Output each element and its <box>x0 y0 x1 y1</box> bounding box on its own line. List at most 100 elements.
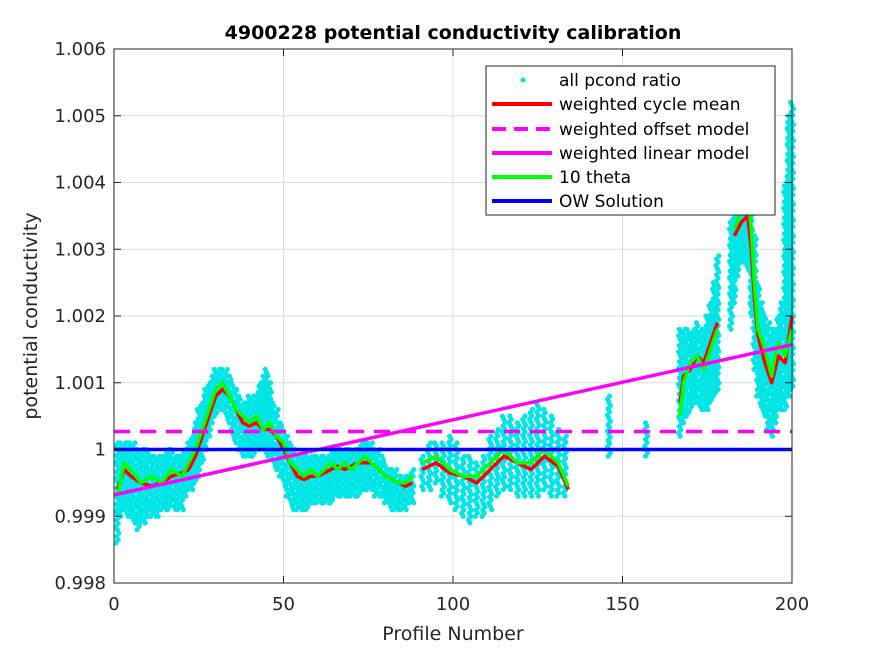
x-tick-label: 100 <box>436 594 470 615</box>
pcond-ratio-point <box>735 273 741 279</box>
pcond-ratio-point <box>710 393 716 399</box>
pcond-ratio-point <box>522 493 528 499</box>
y-tick-label: 1.003 <box>54 239 106 260</box>
legend-label-weighted-offset-model: weighted offset model <box>559 120 749 140</box>
pcond-ratio-point <box>347 493 353 499</box>
pcond-ratio-point <box>769 433 776 439</box>
y-tick-label: 1.004 <box>54 173 106 194</box>
pcond-ratio-point <box>773 420 779 426</box>
pcond-ratio-point <box>354 493 360 499</box>
pcond-ratio-point <box>207 433 213 439</box>
pcond-ratio-point <box>293 507 299 513</box>
pcond-ratio-point <box>448 500 454 506</box>
y-tick-label: 1.006 <box>54 39 106 60</box>
pcond-ratio-point <box>391 507 397 513</box>
pcond-ratio-point <box>148 513 154 519</box>
y-tick-label: 1.001 <box>54 373 106 394</box>
pcond-ratio-point <box>180 507 186 513</box>
pcond-ratio-point <box>164 507 171 513</box>
pcond-ratio-point <box>158 507 164 513</box>
pcond-ratio-point <box>515 493 521 499</box>
pcond-ratio-point <box>155 513 161 519</box>
pcond-ratio-point <box>535 493 542 499</box>
pcond-ratio-point <box>371 493 377 499</box>
legend-label-weighted-linear-model: weighted linear model <box>559 144 749 164</box>
pcond-ratio-point <box>183 493 189 499</box>
y-tick-label: 0.998 <box>54 573 106 594</box>
pcond-ratio-point <box>167 500 173 506</box>
pcond-ratio-point <box>211 413 217 419</box>
pcond-ratio-point <box>120 507 127 513</box>
chart-title: 4900228 potential conductivity calibrati… <box>225 22 682 44</box>
pcond-ratio-point <box>320 500 327 506</box>
pcond-ratio-point <box>786 393 792 399</box>
y-tick-label: 1 <box>95 440 106 461</box>
pcond-ratio-point <box>479 513 485 519</box>
pcond-ratio-point <box>731 300 738 306</box>
pcond-ratio-point <box>605 453 611 459</box>
pcond-ratio-point <box>683 413 689 419</box>
pcond-ratio-point <box>642 453 649 459</box>
pcond-ratio-point <box>242 453 249 459</box>
pcond-ratio-point <box>500 487 506 493</box>
pcond-ratio-point <box>705 406 711 413</box>
legend-label-ow-solution: OW Solution <box>559 192 664 212</box>
pcond-ratio-point <box>687 406 693 413</box>
pcond-ratio-point <box>303 507 309 513</box>
x-axis-label: Profile Number <box>382 623 524 645</box>
pcond-ratio-point <box>489 507 495 513</box>
pcond-ratio-point <box>548 493 554 499</box>
pcond-ratio-point <box>493 493 499 499</box>
pcond-ratio-point <box>428 487 434 493</box>
pcond-ratio-point <box>715 386 721 392</box>
pcond-ratio-point <box>185 487 191 493</box>
pcond-ratio-point <box>728 326 734 332</box>
pcond-ratio-point <box>337 493 343 499</box>
x-tick-label: 150 <box>605 594 639 615</box>
x-tick-label: 50 <box>272 594 295 615</box>
pcond-ratio-point <box>529 493 535 499</box>
y-tick-label: 0.999 <box>54 506 106 527</box>
pcond-ratio-point <box>452 507 458 513</box>
legend-label-all-pcond-ratio: all pcond ratio <box>559 71 681 91</box>
pcond-ratio-point <box>175 507 181 513</box>
pcond-ratio-point <box>438 493 444 499</box>
pcond-ratio-point <box>127 513 133 519</box>
y-axis-label: potential conductivity <box>20 212 42 419</box>
pcond-ratio-point <box>381 500 388 506</box>
pcond-ratio-point <box>680 420 687 426</box>
pcond-ratio-point <box>706 400 712 406</box>
pcond-ratio-point <box>411 500 417 506</box>
pcond-ratio-point <box>781 406 788 413</box>
pcond-ratio-point <box>198 460 204 466</box>
pcond-ratio-point <box>432 480 438 486</box>
pcond-ratio-point <box>398 507 404 513</box>
pcond-ratio-point <box>554 493 560 499</box>
legend-swatch-all-pcond-ratio <box>520 77 526 83</box>
pcond-ratio-point <box>677 433 683 439</box>
pcond-ratio-point <box>467 520 473 526</box>
pcond-ratio-point <box>327 500 333 506</box>
pcond-ratio-point <box>406 500 412 506</box>
pcond-ratio-point <box>364 487 370 493</box>
pcond-ratio-point <box>134 527 140 533</box>
y-tick-label: 1.002 <box>54 306 106 327</box>
pcond-ratio-point <box>472 513 478 519</box>
legend: all pcond ratio weighted cycle mean weig… <box>485 65 776 216</box>
pcond-ratio-point <box>209 420 215 426</box>
pcond-ratio-point <box>190 487 196 493</box>
legend-label-weighted-cycle-mean: weighted cycle mean <box>559 95 741 115</box>
pcond-ratio-point <box>541 487 547 493</box>
pcond-ratio-point <box>113 540 119 546</box>
pcond-ratio-point <box>460 513 466 519</box>
pcond-ratio-point <box>313 500 319 506</box>
pcond-ratio-point <box>330 493 336 499</box>
pcond-ratio-point <box>249 453 255 459</box>
pcond-ratio-point <box>508 487 514 493</box>
pcond-ratio-point <box>137 520 143 526</box>
pcond-ratio-point <box>420 487 426 493</box>
y-tick-label: 1.005 <box>54 106 106 127</box>
x-tick-label: 0 <box>108 594 119 615</box>
pcond-ratio-point <box>191 480 197 486</box>
